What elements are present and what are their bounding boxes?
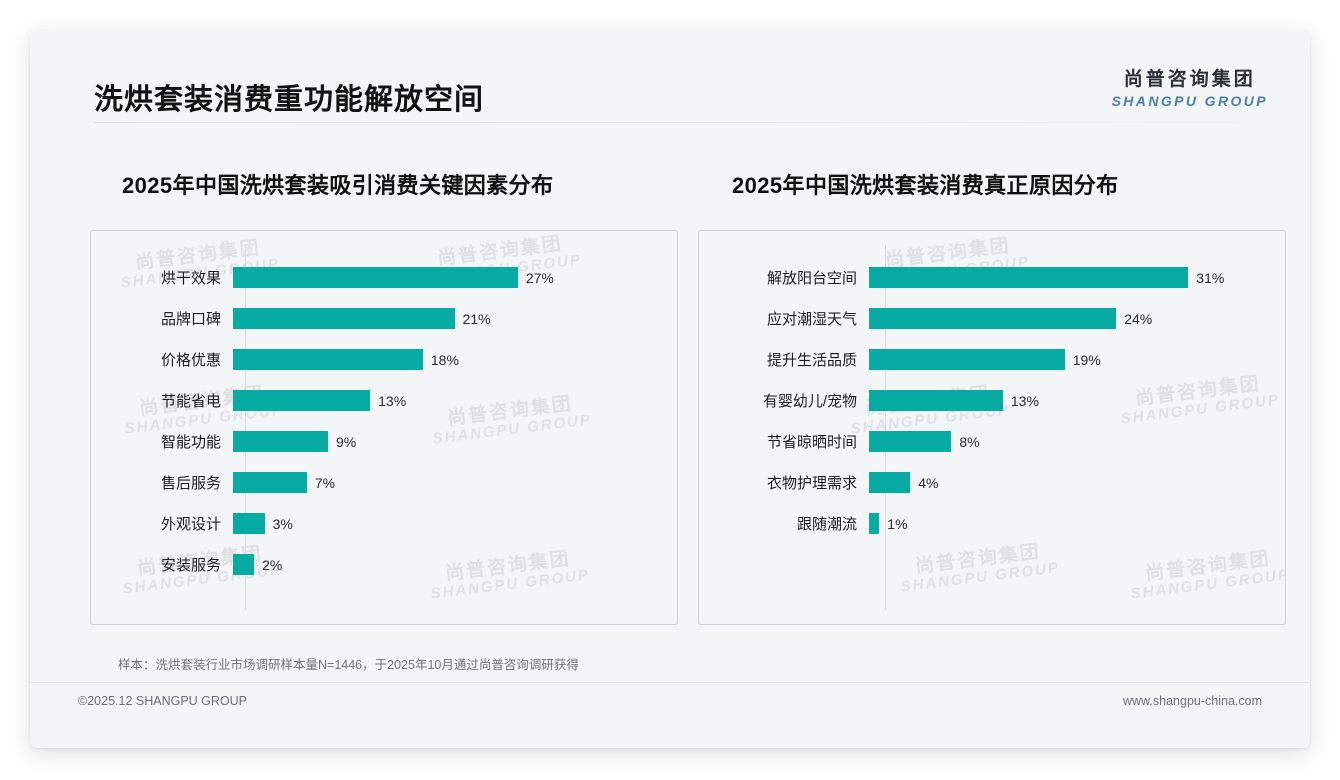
bar-category-label: 品牌口碑 [160,311,221,328]
bar-category-label: 提升生活品质 [766,352,857,369]
bar-category-label: 节能省电 [160,393,221,410]
bar-value-label: 18% [430,351,459,368]
bar-fill [233,554,255,575]
bar-value-label: 27% [525,269,554,286]
chart-block-left: 2025年中国洗烘套装吸引消费关键因素分布 尚普咨询集团 SHANGPU GRO… [90,168,678,625]
bar-fill [233,472,307,493]
bar-track: 13% [233,380,677,421]
bar-value-label: 3% [272,515,293,532]
slide-canvas: 洗烘套装消费重功能解放空间 尚普咨询集团 SHANGPU GROUP 2025年… [30,30,1310,748]
chart-axis-right [885,245,886,610]
bar-track: 18% [233,339,677,380]
bar-row: 品牌口碑 21% [111,298,677,339]
bar-row: 外观设计 3% [111,503,677,544]
bar-value-label: 31% [1196,269,1225,286]
bar-category-label: 解放阳台空间 [766,270,857,287]
bar-value-label: 1% [887,515,908,532]
footnote: 样本：洗烘套装行业市场调研样本量N=1446，于2025年10月通过尚普咨询调研… [118,658,579,672]
bar-value-label: 9% [335,433,357,450]
bar-value-label: 7% [314,474,336,491]
bar-value-label: 24% [1124,310,1153,327]
bar-track: 2% [233,544,677,585]
header-divider [94,122,1254,123]
bar-fill [869,390,1003,411]
bar-row: 节能省电 13% [111,380,677,421]
slide-header: 洗烘套装消费重功能解放空间 尚普咨询集团 SHANGPU GROUP [30,30,1310,123]
bar-category-label: 智能功能 [160,434,221,451]
bar-track: 1% [869,503,1285,544]
bar-row: 应对潮湿天气 24% [719,298,1285,339]
bar-value-label: 8% [959,433,980,450]
bar-category-label: 售后服务 [160,475,221,492]
bar-value-label: 2% [262,556,283,573]
bar-row: 跟随潮流 1% [719,503,1285,544]
chart-title-left: 2025年中国洗烘套装吸引消费关键因素分布 [122,173,554,198]
chart-rows-right: 解放阳台空间 31% 应对潮湿天气 24% 提升生活品质 19% 有婴幼儿/宠物 13% 节省晾… [699,257,1285,624]
bar-track: 24% [869,298,1285,339]
bar-row: 节省晾晒时间 8% [719,421,1285,462]
bar-row: 烘干效果 27% [111,257,677,298]
chart-panel-right: 尚普咨询集团 SHANGPU GROUP 尚普咨询集团 SHANGPU GROU… [698,230,1286,625]
bar-row: 衣物护理需求 4% [719,462,1285,503]
chart-panel-left: 尚普咨询集团 SHANGPU GROUP 尚普咨询集团 SHANGPU GROU… [90,230,678,625]
bar-track: 3% [233,503,677,544]
bar-value-label: 13% [1010,392,1039,409]
bar-category-label: 衣物护理需求 [766,475,857,492]
footer-copyright: ©2025.12 SHANGPU GROUP [78,694,247,708]
bar-row: 安装服务 2% [111,544,677,585]
bar-row: 价格优惠 18% [111,339,677,380]
bar-category-label: 应对潮湿天气 [766,311,857,328]
bar-row: 智能功能 9% [111,421,677,462]
bar-category-label: 安装服务 [160,557,221,574]
bar-category-label: 烘干效果 [160,270,221,287]
bar-fill [233,390,371,411]
bar-category-label: 外观设计 [160,516,221,533]
bar-track: 9% [233,421,677,462]
bar-category-label: 价格优惠 [160,352,221,369]
chart-title-right: 2025年中国洗烘套装消费真正原因分布 [732,173,1119,198]
bar-track: 27% [233,257,677,298]
bar-track: 8% [869,421,1285,462]
chart-axis-left [245,245,246,610]
brand-name-en: SHANGPU GROUP [1111,93,1268,109]
bar-fill [233,431,328,452]
bar-value-label: 13% [378,392,407,409]
bar-row: 解放阳台空间 31% [719,257,1285,298]
bar-fill [869,267,1189,288]
bar-category-label: 跟随潮流 [796,516,857,533]
bar-category-label: 有婴幼儿/宠物 [762,393,857,410]
bar-track: 19% [869,339,1285,380]
bar-value-label: 21% [462,310,491,327]
page-title: 洗烘套装消费重功能解放空间 [94,84,485,116]
bar-fill [869,472,911,493]
footer-divider [30,682,1310,683]
bar-fill [233,308,455,329]
bar-fill [869,513,880,534]
bar-value-label: 19% [1072,351,1101,368]
chart-rows-left: 烘干效果 27% 品牌口碑 21% 价格优惠 18% 节能省电 13% 智能功能 9% 售后服务 7%… [91,257,677,624]
bar-track: 4% [869,462,1285,503]
bar-row: 售后服务 7% [111,462,677,503]
bar-track: 31% [869,257,1285,298]
bar-fill [869,349,1065,370]
bar-fill [869,308,1117,329]
bar-fill [233,349,423,370]
bar-fill [869,431,952,452]
bar-row: 有婴幼儿/宠物 13% [719,380,1285,421]
bar-fill [233,513,265,534]
brand-logo: 尚普咨询集团 SHANGPU GROUP [1112,70,1268,108]
bar-fill [233,267,518,288]
bar-category-label: 节省晾晒时间 [766,434,857,451]
bar-track: 13% [869,380,1285,421]
bar-row: 提升生活品质 19% [719,339,1285,380]
footer-website[interactable]: www.shangpu-china.com [1123,694,1262,708]
bar-track: 21% [233,298,677,339]
bar-value-label: 4% [918,474,939,491]
brand-name-cn: 尚普咨询集团 [1123,69,1256,90]
bar-track: 7% [233,462,677,503]
chart-block-right: 2025年中国洗烘套装消费真正原因分布 尚普咨询集团 SHANGPU GROUP… [698,168,1286,625]
